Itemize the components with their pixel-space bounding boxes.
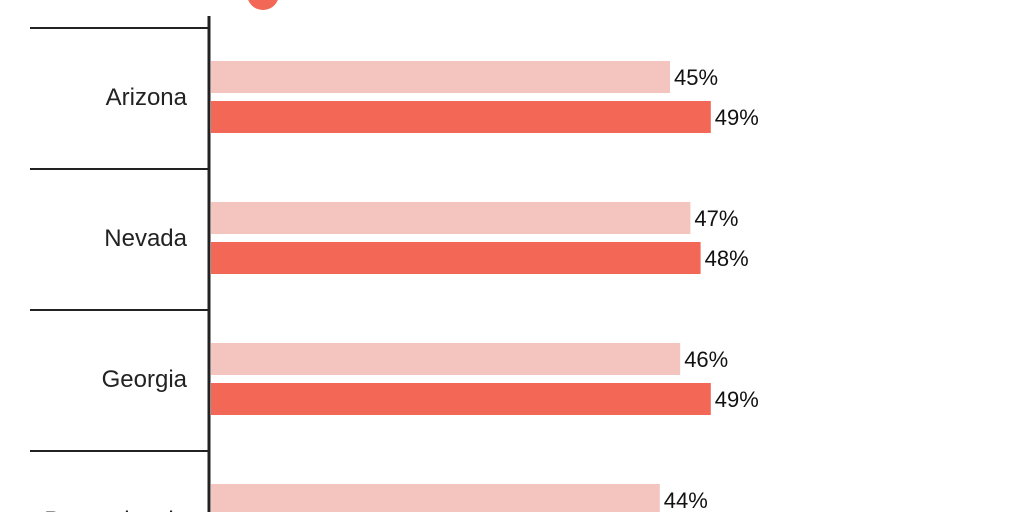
bar-nevada-series-1 — [211, 202, 691, 234]
data-label: 49% — [715, 387, 759, 412]
data-label: 44% — [664, 488, 708, 512]
bar-pennsylvania-series-1 — [211, 484, 660, 512]
data-label: 49% — [715, 105, 759, 130]
category-label: Nevada — [104, 225, 187, 252]
bar-arizona-series-2 — [211, 101, 711, 133]
category-label: Arizona — [106, 84, 188, 111]
bar-georgia-series-1 — [211, 343, 681, 375]
data-label: 46% — [684, 347, 728, 372]
data-label: 45% — [674, 65, 718, 90]
category-label: Pennsylvania — [44, 507, 187, 512]
data-label: 48% — [705, 246, 749, 271]
data-label: 47% — [694, 206, 738, 231]
bar-georgia-series-2 — [211, 383, 711, 415]
bar-arizona-series-1 — [211, 61, 670, 93]
legend-marker — [248, 0, 278, 10]
bar-nevada-series-2 — [211, 242, 701, 274]
category-label: Georgia — [102, 366, 188, 393]
